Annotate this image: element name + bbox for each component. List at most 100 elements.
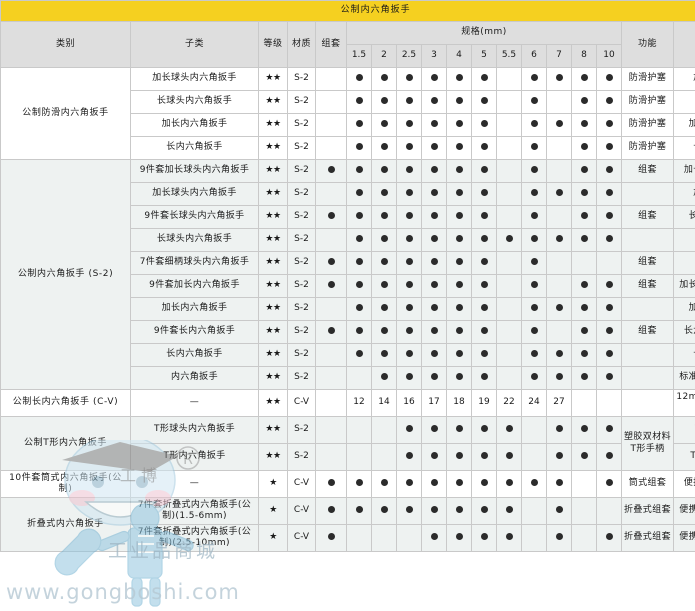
spec-dot-icon bbox=[530, 143, 538, 151]
spec-dot-icon bbox=[405, 143, 413, 151]
grade-cell: ★★ bbox=[258, 67, 288, 91]
spec-mark-cell bbox=[446, 297, 472, 321]
set-cell bbox=[315, 297, 347, 321]
spec-mark-cell bbox=[421, 67, 447, 91]
spec-mark-cell bbox=[496, 205, 522, 229]
spec-mark-cell bbox=[471, 366, 497, 390]
spec-dot-icon bbox=[555, 373, 563, 381]
spec-dot-icon bbox=[530, 120, 538, 128]
material-cell: S-2 bbox=[287, 416, 316, 444]
spec-dot-icon bbox=[605, 327, 613, 335]
spec-dot-icon bbox=[380, 304, 388, 312]
set-cell bbox=[315, 524, 347, 552]
subcategory-cell: 7件套折叠式内六角扳手(公制)(2.5-10mm) bbox=[130, 524, 259, 552]
spec-dot-icon bbox=[480, 281, 488, 289]
spec-mark-cell bbox=[571, 497, 597, 525]
spec-mark-cell bbox=[396, 366, 422, 390]
spec-mark-cell bbox=[521, 205, 547, 229]
spec-dot-icon bbox=[505, 479, 513, 487]
grade-cell: ★★ bbox=[258, 320, 288, 344]
features-cell: 便捷筒式组套 bbox=[672, 470, 695, 498]
spec-dot-icon bbox=[555, 533, 563, 541]
function-cell bbox=[621, 228, 674, 252]
grade-cell: ★ bbox=[258, 497, 288, 525]
spec-mark-cell bbox=[421, 343, 447, 367]
spec-mark-cell bbox=[396, 320, 422, 344]
grade-cell: ★★ bbox=[258, 274, 288, 298]
grade-cell: ★★ bbox=[258, 366, 288, 390]
spec-mark-cell bbox=[346, 443, 372, 471]
spec-dot-icon bbox=[605, 452, 613, 460]
spec-mark-cell bbox=[446, 524, 472, 552]
features-cell: 加长球头 bbox=[672, 67, 695, 91]
spec-mark-cell bbox=[546, 274, 572, 298]
spec-mark-cell bbox=[421, 205, 447, 229]
spec-mark-cell bbox=[496, 416, 522, 444]
spec-mark-cell bbox=[571, 182, 597, 206]
spec-mark-cell bbox=[446, 159, 472, 183]
spec-mark-cell bbox=[446, 113, 472, 137]
spec-mark-cell bbox=[446, 205, 472, 229]
function-cell bbox=[621, 343, 674, 367]
set-cell bbox=[315, 113, 347, 137]
spec-mark-cell bbox=[546, 366, 572, 390]
spec-dot-icon bbox=[380, 479, 388, 487]
spec-dot-icon bbox=[555, 425, 563, 433]
spec-dot-icon bbox=[355, 212, 363, 220]
spec-mark-cell bbox=[596, 136, 622, 160]
spec-dot-icon bbox=[380, 235, 388, 243]
spec-dot-icon bbox=[530, 74, 538, 82]
spec-dot-icon bbox=[530, 327, 538, 335]
material-cell: S-2 bbox=[287, 366, 316, 390]
spec-dot-icon bbox=[580, 452, 588, 460]
spec-dot-icon bbox=[605, 166, 613, 174]
col-header-material: 材质 bbox=[287, 21, 316, 68]
spec-dot-icon bbox=[380, 143, 388, 151]
spec-dot-icon bbox=[380, 258, 388, 266]
group-category-cell: 公制内六角扳手 (S-2) bbox=[0, 159, 131, 390]
spec-dot-icon bbox=[355, 74, 363, 82]
spec-dot-icon bbox=[405, 425, 413, 433]
spec-dot-icon bbox=[455, 189, 463, 197]
function-cell: 筒式组套 bbox=[621, 470, 674, 498]
spec-dot-icon bbox=[555, 189, 563, 197]
spec-mark-cell bbox=[346, 416, 372, 444]
spec-dot-icon bbox=[430, 189, 438, 197]
spec-dot-icon bbox=[530, 235, 538, 243]
material-cell: C-V bbox=[287, 470, 316, 498]
spec-dot-icon bbox=[605, 479, 613, 487]
material-cell: S-2 bbox=[287, 136, 316, 160]
spec-mark-cell bbox=[521, 443, 547, 471]
set-dot-icon bbox=[327, 166, 335, 174]
spec-number-cell: 27 bbox=[546, 389, 572, 417]
spec-mark-cell bbox=[421, 228, 447, 252]
spec-mark-cell bbox=[521, 497, 547, 525]
spec-mark-cell bbox=[396, 228, 422, 252]
spec-mark-cell bbox=[371, 90, 397, 114]
spec-mark-cell bbox=[396, 497, 422, 525]
spec-mark-cell bbox=[371, 297, 397, 321]
col-header-grade: 等级 bbox=[258, 21, 288, 68]
spec-dot-icon bbox=[455, 304, 463, 312]
spec-mark-cell bbox=[596, 251, 622, 275]
table-row: 长内六角扳手★★S-2 防滑护塞长六角头 bbox=[1, 136, 695, 160]
spec-mark-cell bbox=[571, 136, 597, 160]
spec-mark-cell bbox=[371, 497, 397, 525]
spec-number-cell bbox=[596, 389, 622, 417]
spec-mark-cell bbox=[521, 343, 547, 367]
set-dot-icon bbox=[327, 479, 335, 487]
spec-dot-icon bbox=[455, 120, 463, 128]
size-header-10: 10 bbox=[596, 44, 622, 68]
subcategory-cell: 加长球头内六角扳手 bbox=[130, 67, 259, 91]
col-header-category: 类别 bbox=[0, 21, 131, 68]
size-header-1.5: 1.5 bbox=[346, 44, 372, 68]
function-cell: 组套 bbox=[621, 251, 674, 275]
size-header-3: 3 bbox=[421, 44, 447, 68]
set-cell bbox=[315, 274, 347, 298]
spec-dot-icon bbox=[405, 235, 413, 243]
spec-number-cell: 12 bbox=[346, 389, 372, 417]
spec-mark-cell bbox=[446, 366, 472, 390]
spec-dot-icon bbox=[605, 120, 613, 128]
